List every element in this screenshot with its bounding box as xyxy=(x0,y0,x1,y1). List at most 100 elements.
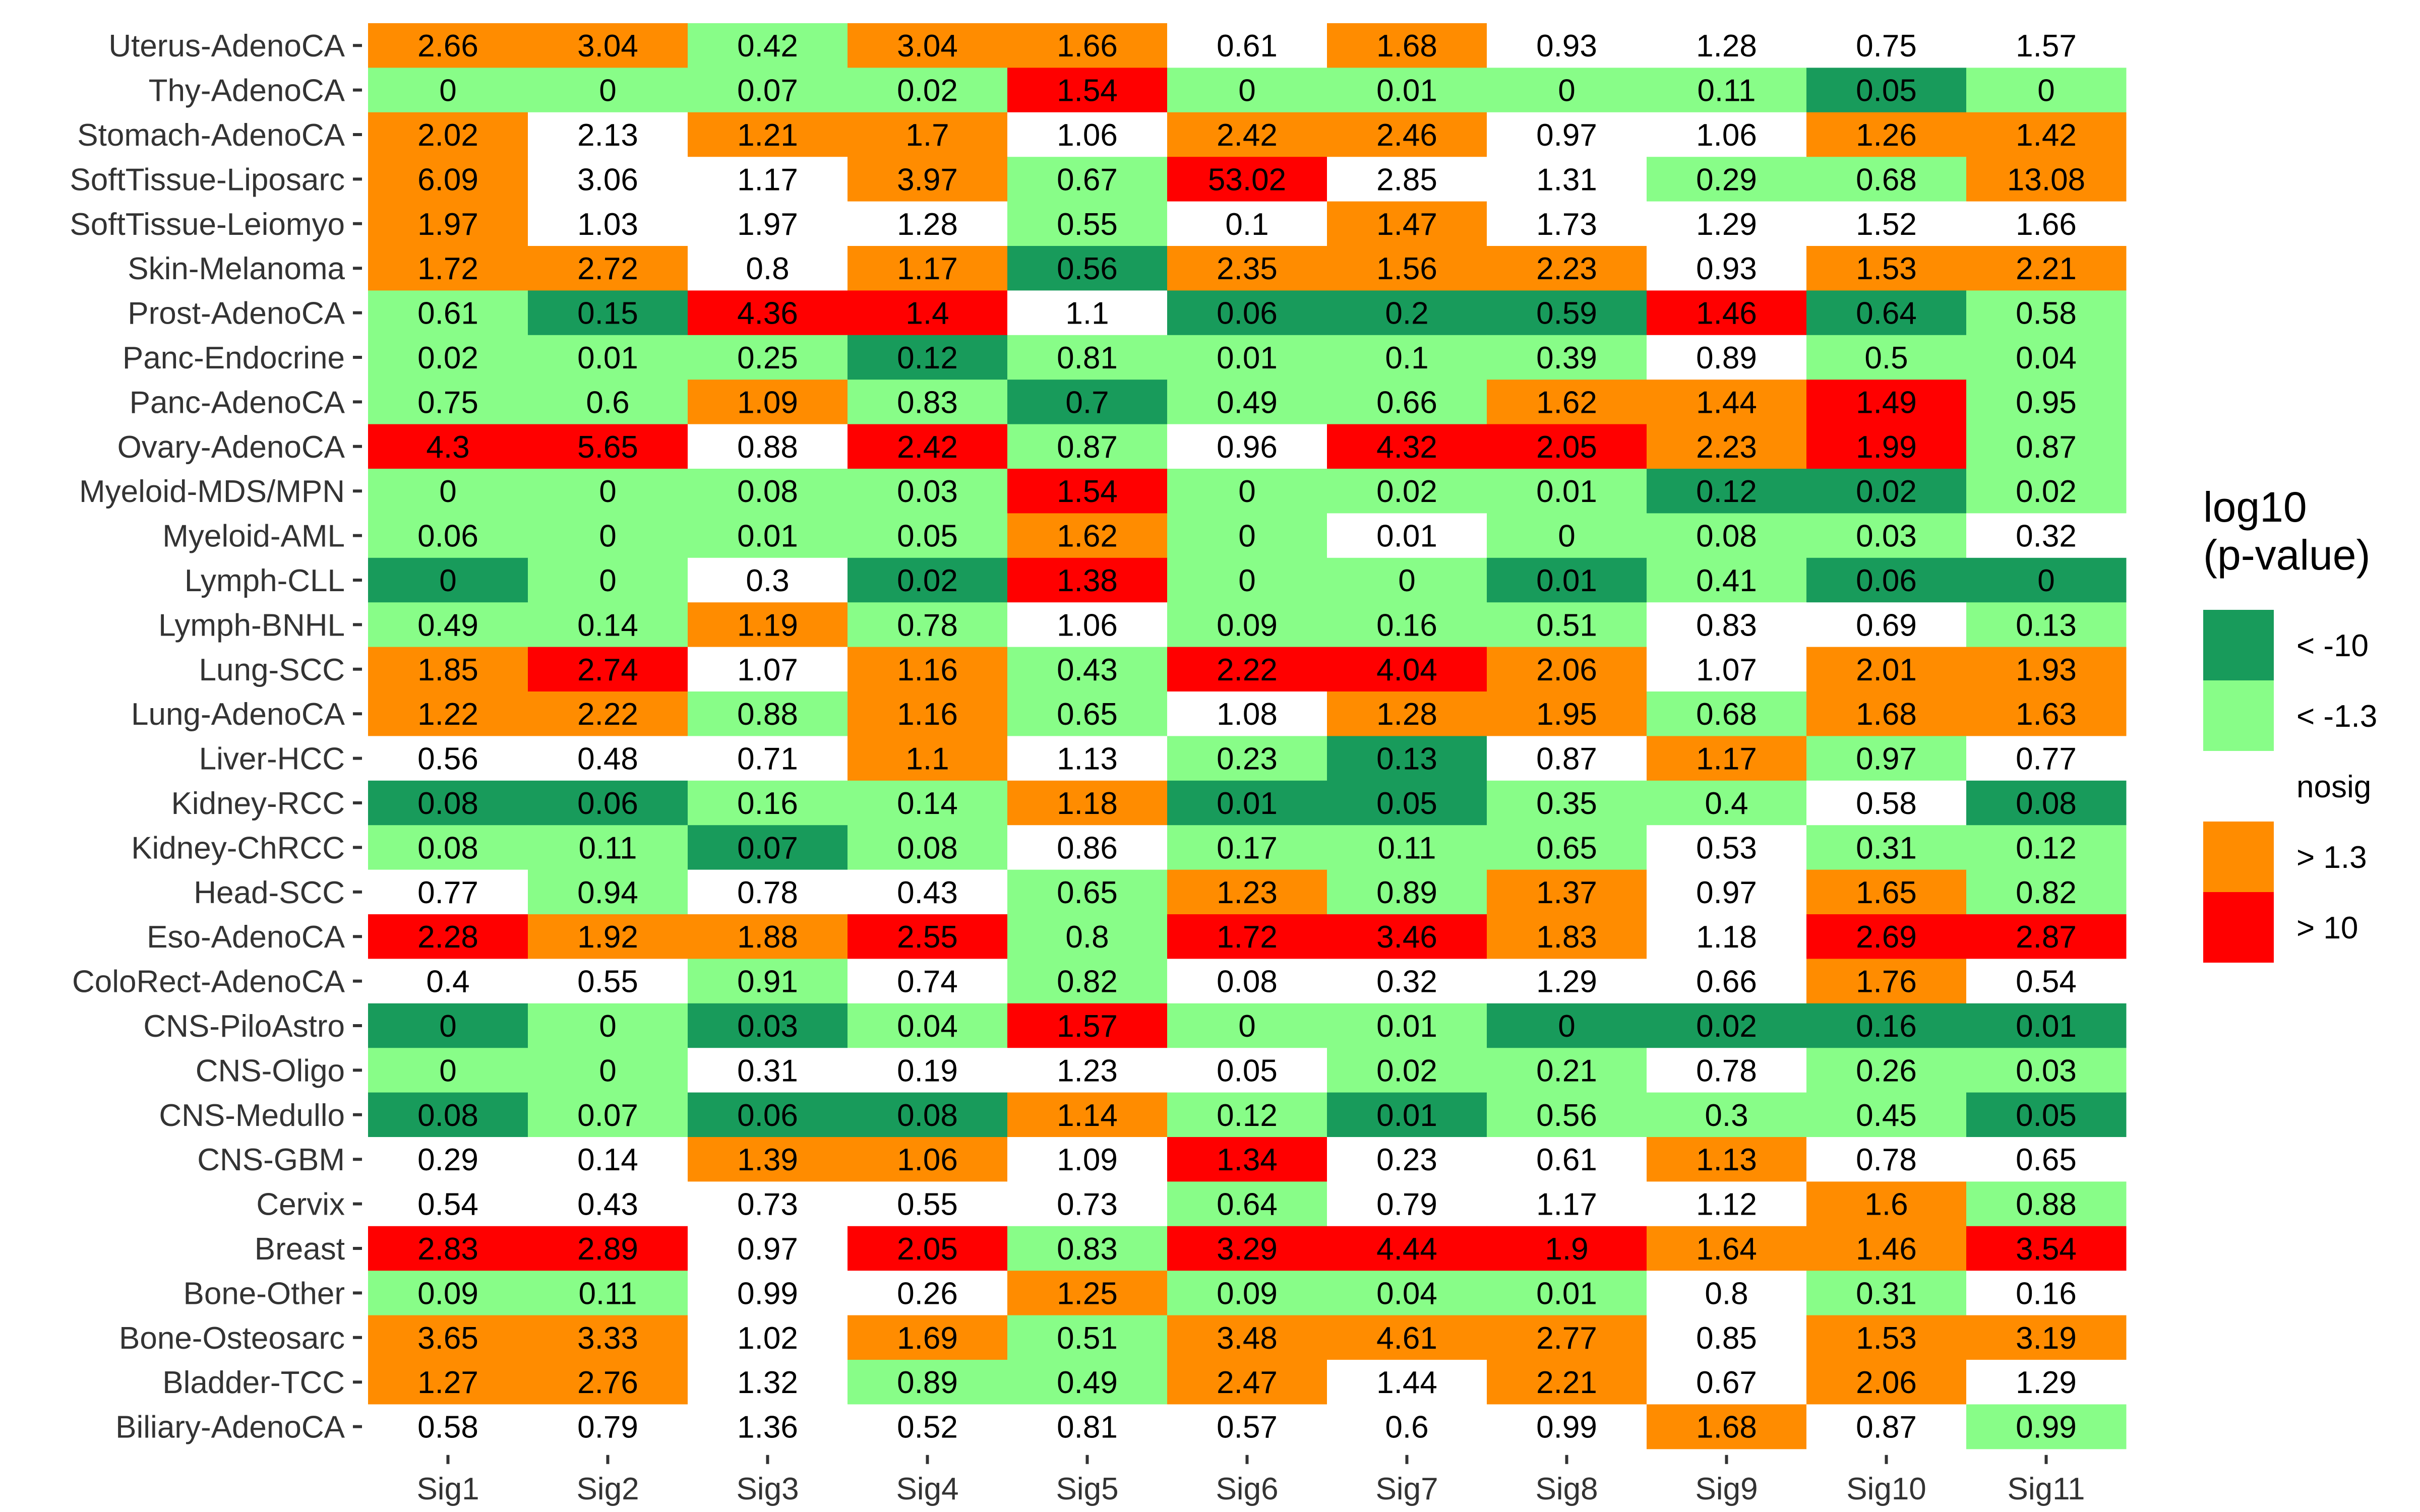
cell-value-label: 1.13 xyxy=(1057,742,1118,777)
heatmap-cell xyxy=(368,1181,528,1227)
heatmap-cell xyxy=(1647,23,1807,68)
cell-value-label: 0.78 xyxy=(897,608,958,643)
heatmap-cell xyxy=(528,1137,688,1182)
heatmap-cell xyxy=(1007,112,1168,157)
cell-value-label: 0.59 xyxy=(1536,296,1597,331)
cell-value-label: 0.11 xyxy=(578,831,637,865)
row-label: ColoRect-AdenoCA xyxy=(72,965,345,999)
heatmap-cell xyxy=(1007,380,1168,425)
heatmap-cell xyxy=(528,1315,688,1360)
heatmap-cell xyxy=(688,602,848,648)
cell-value-label: 1.18 xyxy=(1057,786,1118,821)
cell-value-label: 1.14 xyxy=(1057,1098,1118,1133)
cell-value-label: 0.09 xyxy=(1217,608,1278,643)
cell-value-label: 0.71 xyxy=(737,742,798,777)
cell-value-label: 0.51 xyxy=(1536,608,1597,643)
cell-value-label: 0.49 xyxy=(1217,385,1278,420)
heatmap-cell xyxy=(848,959,1008,1004)
heatmap-cell xyxy=(1487,112,1647,157)
heatmap-cell xyxy=(528,246,688,291)
cell-value-label: 1.12 xyxy=(1696,1187,1757,1222)
cell-value-label: 0.02 xyxy=(1696,1009,1757,1044)
cell-value-label: 0.68 xyxy=(1856,162,1917,197)
row-label: Panc-Endocrine xyxy=(123,341,345,375)
heatmap-cell xyxy=(1167,513,1327,558)
cell-value-label: 2.74 xyxy=(577,653,638,687)
heatmap-cell xyxy=(368,1404,528,1450)
heatmap-cell xyxy=(1487,959,1647,1004)
cell-value-label: 1.06 xyxy=(1057,118,1118,153)
heatmap-cell xyxy=(528,869,688,915)
heatmap-cell xyxy=(1167,736,1327,781)
heatmap-cell xyxy=(528,825,688,870)
heatmap-cell xyxy=(528,602,688,648)
heatmap-cell xyxy=(1167,914,1327,959)
heatmap-cell xyxy=(1806,869,1967,915)
heatmap-cell xyxy=(848,647,1008,692)
cell-value-label: 0.23 xyxy=(1217,742,1278,777)
heatmap-cell xyxy=(528,1003,688,1048)
heatmap-cell xyxy=(1647,246,1807,291)
heatmap-cell xyxy=(368,647,528,692)
heatmap-cell xyxy=(688,647,848,692)
cell-value-label: 1.72 xyxy=(1217,920,1278,955)
cell-value-label: 4.32 xyxy=(1376,430,1437,465)
cell-value-label: 0.93 xyxy=(1696,251,1757,286)
cell-value-label: 2.05 xyxy=(897,1232,958,1267)
cell-value-label: 0.94 xyxy=(577,875,638,910)
cell-value-label: 0.01 xyxy=(2016,1009,2077,1044)
cell-value-label: 0.41 xyxy=(1696,563,1757,598)
row-label: Ovary-AdenoCA xyxy=(117,430,345,465)
heatmap-cell xyxy=(1167,1226,1327,1271)
heatmap-cell xyxy=(1966,557,2127,603)
cell-value-label: 0.1 xyxy=(1385,341,1428,375)
cell-value-label: 1.47 xyxy=(1376,207,1437,242)
heatmap-cell xyxy=(1167,825,1327,870)
heatmap-cell xyxy=(1167,112,1327,157)
cell-value-label: 1.26 xyxy=(1856,118,1917,153)
cell-value-label: 0.04 xyxy=(1376,1276,1437,1311)
cell-value-label: 2.55 xyxy=(897,920,958,955)
heatmap-cell xyxy=(848,290,1008,336)
cell-value-label: 0.01 xyxy=(1376,1009,1437,1044)
cell-value-label: 0.54 xyxy=(417,1187,478,1222)
cell-value-label: 0 xyxy=(1238,1009,1255,1044)
cell-value-label: 0.01 xyxy=(737,519,798,554)
cell-value-label: 0.55 xyxy=(577,965,638,999)
heatmap-cell xyxy=(528,1360,688,1405)
heatmap-cell xyxy=(848,246,1008,291)
heatmap-cell xyxy=(688,1048,848,1093)
cell-value-label: 0.6 xyxy=(586,385,629,420)
cell-value-label: 0.56 xyxy=(1057,251,1118,286)
heatmap-cell xyxy=(1487,335,1647,380)
cell-value-label: 0.87 xyxy=(1856,1410,1917,1445)
heatmap-cell xyxy=(1647,1271,1807,1316)
heatmap-cell xyxy=(688,1315,848,1360)
row-label: Lung-SCC xyxy=(199,653,345,687)
heatmap-cell xyxy=(1327,1092,1487,1138)
cell-value-label: 4.04 xyxy=(1376,653,1437,687)
cell-value-label: 0.13 xyxy=(2016,608,2077,643)
heatmap-cell xyxy=(1007,1271,1168,1316)
cell-value-label: 4.3 xyxy=(426,430,469,465)
cell-value-label: 0.65 xyxy=(2016,1143,2077,1177)
heatmap-cell xyxy=(1487,1315,1647,1360)
heatmap-cell xyxy=(1007,1137,1168,1182)
heatmap-cell xyxy=(1167,1404,1327,1450)
heatmap-cell xyxy=(1806,290,1967,336)
cell-value-label: 0.08 xyxy=(417,1098,478,1133)
heatmap-cell xyxy=(1327,68,1487,113)
cell-value-label: 0.08 xyxy=(737,474,798,509)
heatmap-cell xyxy=(528,290,688,336)
heatmap-cell xyxy=(528,201,688,246)
heatmap-cell xyxy=(1007,68,1168,113)
heatmap-cell xyxy=(1966,780,2127,826)
cell-value-label: 0.97 xyxy=(1696,875,1757,910)
cell-value-label: 0.69 xyxy=(1856,608,1917,643)
heatmap-cell xyxy=(1167,557,1327,603)
heatmap-cell xyxy=(1007,1092,1168,1138)
cell-value-label: 0 xyxy=(599,74,616,108)
cell-value-label: 0.96 xyxy=(1217,430,1278,465)
heatmap-cell xyxy=(1167,959,1327,1004)
row-label: Panc-AdenoCA xyxy=(130,385,345,420)
